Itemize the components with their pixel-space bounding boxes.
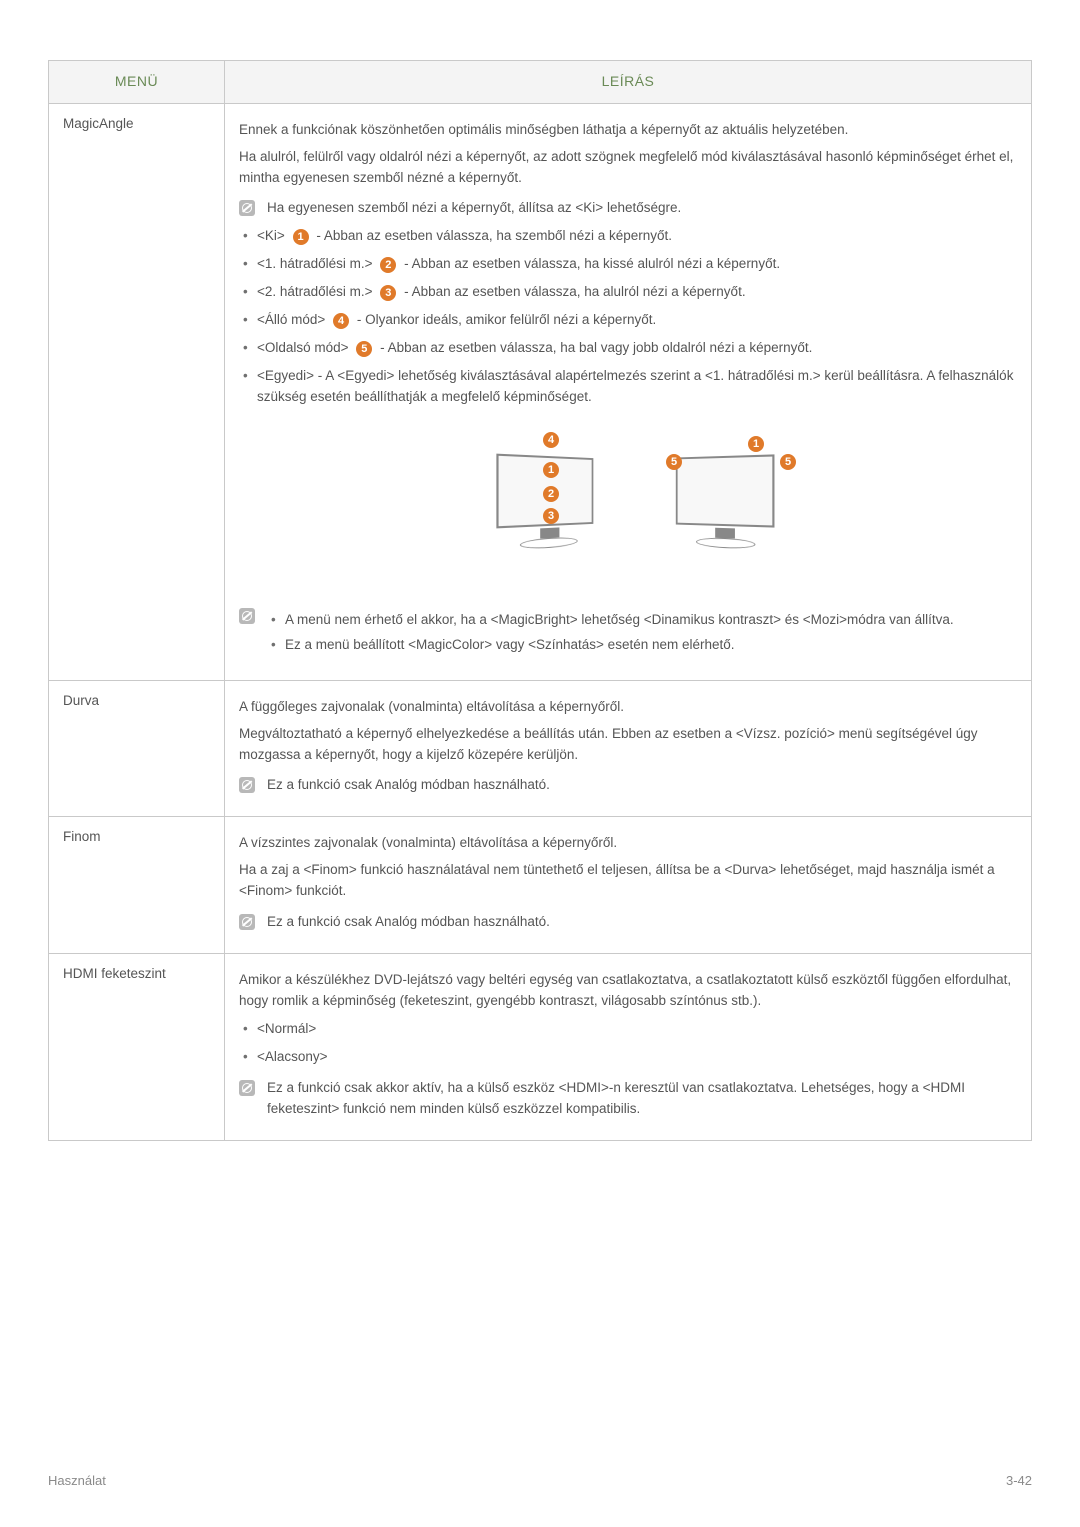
note-block: Ez a funkció csak Analóg módban használh… bbox=[239, 775, 1017, 796]
option-label: <Álló mód> bbox=[257, 312, 325, 327]
diagram-badge-icon: 5 bbox=[666, 454, 682, 470]
menu-cell-finom: Finom bbox=[49, 817, 225, 954]
option-text: <Egyedi> - A <Egyedi> lehetőség kiválasz… bbox=[257, 368, 1013, 404]
menu-cell-magicangle: MagicAngle bbox=[49, 103, 225, 680]
note-block: A menü nem érhető el akkor, ha a <MagicB… bbox=[239, 606, 1017, 660]
note-icon bbox=[239, 914, 255, 930]
list-item: A menü nem érhető el akkor, ha a <MagicB… bbox=[267, 610, 1017, 631]
text: A vízszintes zajvonalak (vonalminta) elt… bbox=[239, 833, 1017, 854]
text: Ennek a funkciónak köszönhetően optimáli… bbox=[239, 120, 1017, 141]
option-list: <Ki> 1 - Abban az esetben válassza, ha s… bbox=[239, 226, 1017, 407]
list-item: <Oldalsó mód> 5 - Abban az esetben válas… bbox=[239, 338, 1017, 359]
desc-cell-durva: A függőleges zajvonalak (vonalminta) elt… bbox=[225, 680, 1032, 817]
badge-icon: 3 bbox=[380, 285, 396, 301]
option-label: <Oldalsó mód> bbox=[257, 340, 349, 355]
option-label: <Ki> bbox=[257, 228, 285, 243]
note-block: Ez a funkció csak Analóg módban használh… bbox=[239, 912, 1017, 933]
diagram-badge-icon: 4 bbox=[543, 432, 559, 448]
note-list: A menü nem érhető el akkor, ha a <MagicB… bbox=[267, 610, 1017, 656]
col-menu-header: MENÜ bbox=[49, 61, 225, 104]
option-text: - Abban az esetben válassza, ha kissé al… bbox=[404, 256, 780, 271]
badge-icon: 1 bbox=[293, 229, 309, 245]
text: Ha a zaj a <Finom> funkció használatával… bbox=[239, 860, 1017, 902]
note-text: Ez a funkció csak Analóg módban használh… bbox=[267, 775, 1017, 796]
option-text: - Abban az esetben válassza, ha alulról … bbox=[404, 284, 745, 299]
desc-cell-hdmi: Amikor a készülékhez DVD-lejátszó vagy b… bbox=[225, 954, 1032, 1141]
note-icon bbox=[239, 200, 255, 216]
note-icon bbox=[239, 1080, 255, 1096]
badge-icon: 2 bbox=[380, 257, 396, 273]
list-item: <Álló mód> 4 - Olyankor ideáls, amikor f… bbox=[239, 310, 1017, 331]
note-icon bbox=[239, 608, 255, 624]
list-item: <2. hátradőlési m.> 3 - Abban az esetben… bbox=[239, 282, 1017, 303]
monitor-right-icon bbox=[676, 454, 775, 527]
table-row: Finom A vízszintes zajvonalak (vonalmint… bbox=[49, 817, 1032, 954]
text: Megváltoztatható a képernyő elhelyezkedé… bbox=[239, 724, 1017, 766]
list-item: <Egyedi> - A <Egyedi> lehetőség kiválasz… bbox=[239, 366, 1017, 408]
option-label: <2. hátradőlési m.> bbox=[257, 284, 373, 299]
list-item: <1. hátradőlési m.> 2 - Abban az esetben… bbox=[239, 254, 1017, 275]
option-list: <Normál> <Alacsony> bbox=[239, 1019, 1017, 1068]
menu-cell-hdmi: HDMI feketeszint bbox=[49, 954, 225, 1141]
list-item: <Alacsony> bbox=[239, 1047, 1017, 1068]
text: Amikor a készülékhez DVD-lejátszó vagy b… bbox=[239, 970, 1017, 1012]
menu-cell-durva: Durva bbox=[49, 680, 225, 817]
badge-icon: 5 bbox=[356, 341, 372, 357]
table-row: Durva A függőleges zajvonalak (vonalmint… bbox=[49, 680, 1032, 817]
footer-right: 3-42 bbox=[1006, 1471, 1032, 1491]
option-text: - Abban az esetben válassza, ha szemből … bbox=[316, 228, 672, 243]
note-text: Ez a funkció csak Analóg módban használh… bbox=[267, 912, 1017, 933]
note-block: Ha egyenesen szemből nézi a képernyőt, á… bbox=[239, 198, 1017, 219]
diagram-badge-icon: 2 bbox=[543, 486, 559, 502]
diagram-badge-icon: 3 bbox=[543, 508, 559, 524]
diagram-badge-icon: 1 bbox=[748, 436, 764, 452]
option-label: <1. hátradőlési m.> bbox=[257, 256, 373, 271]
option-text: - Abban az esetben válassza, ha bal vagy… bbox=[380, 340, 812, 355]
note-block: Ez a funkció csak akkor aktív, ha a küls… bbox=[239, 1078, 1017, 1120]
list-item: Ez a menü beállított <MagicColor> vagy <… bbox=[267, 635, 1017, 656]
col-desc-header: LEÍRÁS bbox=[225, 61, 1032, 104]
text: Ha alulról, felülről vagy oldalról nézi … bbox=[239, 147, 1017, 189]
list-item: <Normál> bbox=[239, 1019, 1017, 1040]
note-icon bbox=[239, 777, 255, 793]
diagram-badge-icon: 1 bbox=[543, 462, 559, 478]
page-footer: Használat 3-42 bbox=[48, 1471, 1032, 1491]
table-row: HDMI feketeszint Amikor a készülékhez DV… bbox=[49, 954, 1032, 1141]
badge-icon: 4 bbox=[333, 313, 349, 329]
desc-cell-finom: A vízszintes zajvonalak (vonalminta) elt… bbox=[225, 817, 1032, 954]
angle-diagram: 4 1 2 3 5 1 5 bbox=[448, 426, 808, 596]
settings-table: MENÜ LEÍRÁS MagicAngle Ennek a funkcióna… bbox=[48, 60, 1032, 1141]
option-text: - Olyankor ideáls, amikor felülről nézi … bbox=[357, 312, 656, 327]
diagram-badge-icon: 5 bbox=[780, 454, 796, 470]
list-item: <Ki> 1 - Abban az esetben válassza, ha s… bbox=[239, 226, 1017, 247]
text: A függőleges zajvonalak (vonalminta) elt… bbox=[239, 697, 1017, 718]
desc-cell-magicangle: Ennek a funkciónak köszönhetően optimáli… bbox=[225, 103, 1032, 680]
table-row: MagicAngle Ennek a funkciónak köszönhető… bbox=[49, 103, 1032, 680]
note-text: Ha egyenesen szemből nézi a képernyőt, á… bbox=[267, 198, 1017, 219]
footer-left: Használat bbox=[48, 1471, 106, 1491]
note-text: Ez a funkció csak akkor aktív, ha a küls… bbox=[267, 1078, 1017, 1120]
